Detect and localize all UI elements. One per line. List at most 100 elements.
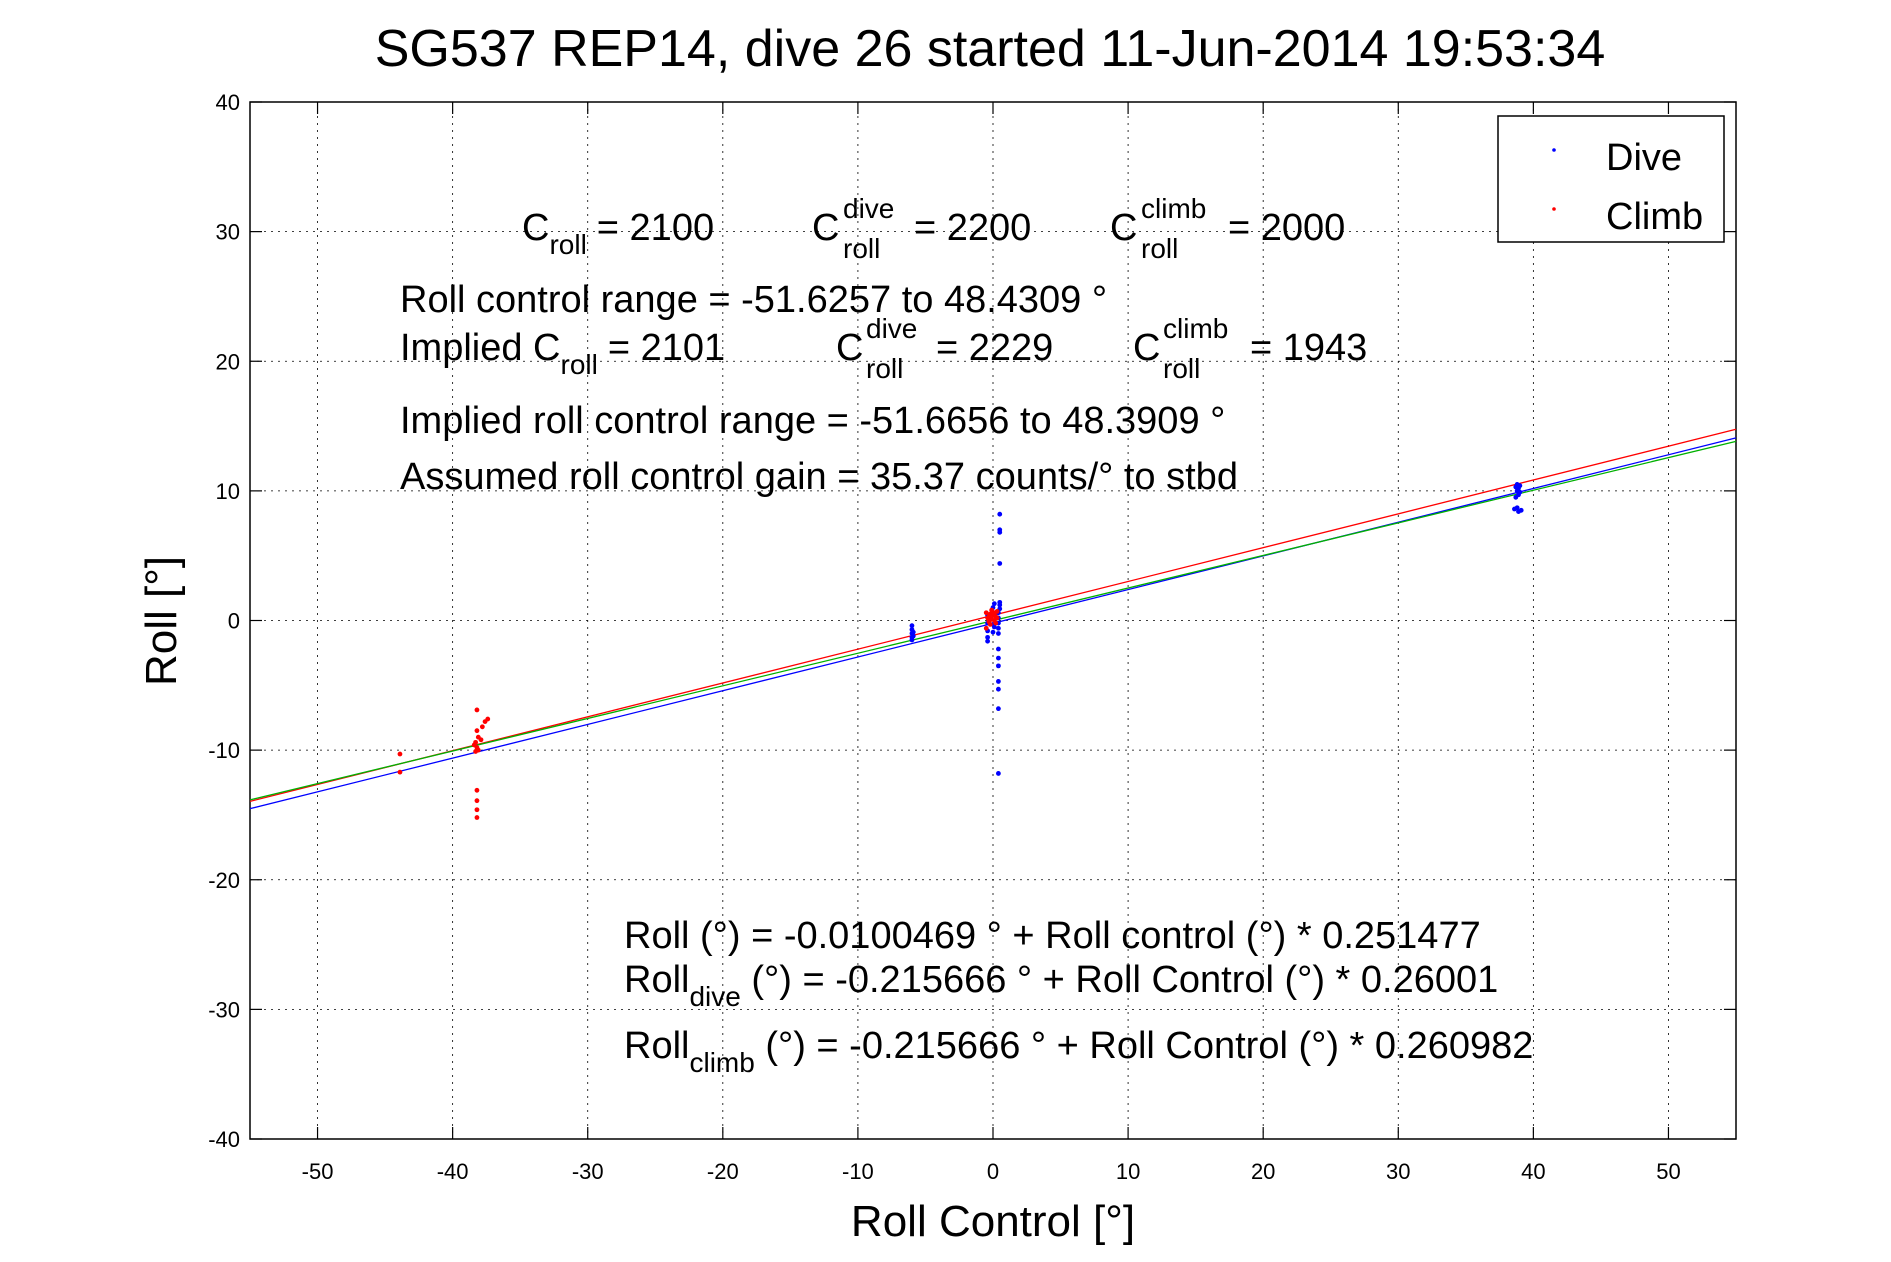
implied-c-dive-text: C — [836, 327, 863, 369]
data-point — [478, 737, 484, 743]
data-point — [1518, 507, 1524, 513]
data-point — [996, 663, 1001, 669]
y-tick-label: -20 — [208, 868, 240, 893]
data-point — [991, 624, 997, 630]
legend-climb-label: Climb — [1606, 196, 1703, 238]
legend-dive-marker — [1552, 148, 1556, 152]
data-point — [996, 686, 1001, 692]
y-tick-label: -10 — [208, 738, 240, 763]
y-axis-label: Roll [°] — [137, 556, 186, 686]
x-tick-label: -50 — [302, 1159, 334, 1184]
x-tick-label: 0 — [987, 1159, 999, 1184]
data-point — [983, 610, 989, 616]
c-climb-sup: climb — [1141, 193, 1206, 224]
data-point — [990, 629, 996, 635]
data-point — [997, 511, 1003, 517]
data-point — [910, 629, 916, 635]
data-point — [474, 815, 480, 820]
data-point — [983, 625, 989, 631]
implied-climb-val: = 1943 — [1250, 327, 1367, 369]
c-roll-climb-text: C — [1110, 207, 1137, 249]
data-point — [1514, 505, 1520, 511]
implied-c-climb-text: C — [1133, 327, 1160, 369]
data-point — [474, 807, 480, 813]
implied-c-values: Implied Croll = 2101 C dive roll = 2229 C… — [400, 313, 1367, 384]
c-dive-val: = 2200 — [914, 207, 1031, 249]
data-point — [474, 798, 480, 804]
data-point — [997, 602, 1003, 608]
c-dive-sup: dive — [843, 193, 894, 224]
data-point — [985, 634, 990, 640]
data-point — [473, 749, 479, 754]
y-tick-label: 30 — [216, 220, 240, 245]
legend-box — [1497, 115, 1725, 243]
data-point — [996, 771, 1001, 776]
x-tick-label: 50 — [1656, 1159, 1680, 1184]
implied-climb-sub: roll — [1163, 353, 1200, 384]
y-tick-label: -30 — [208, 997, 240, 1022]
x-tick-label: -10 — [842, 1159, 874, 1184]
x-tick-label: 10 — [1116, 1159, 1140, 1184]
implied-climb-sup: climb — [1163, 313, 1228, 344]
assumed-gain: Assumed roll control gain = 35.37 counts… — [400, 456, 1238, 498]
data-point — [985, 638, 990, 644]
data-point — [996, 655, 1001, 661]
y-tick-label: 40 — [216, 90, 240, 115]
data-point — [993, 620, 999, 626]
y-tick-label: -40 — [208, 1127, 240, 1152]
data-point — [485, 716, 491, 722]
data-point — [989, 607, 995, 613]
c-climb-val: = 2000 — [1228, 207, 1345, 249]
data-point — [474, 728, 480, 734]
data-point — [987, 621, 993, 627]
x-axis-label: Roll Control [°] — [851, 1197, 1135, 1246]
implied-c-text: Implied Croll = 2101 — [400, 327, 725, 380]
c-climb-sub: roll — [1141, 233, 1178, 264]
series-dive — [909, 481, 1524, 776]
data-point — [397, 751, 403, 757]
x-tick-label: -30 — [572, 1159, 604, 1184]
legend-dive-label: Dive — [1606, 137, 1682, 179]
x-tick-label: -40 — [437, 1159, 469, 1184]
data-point — [474, 787, 480, 793]
data-point — [397, 769, 403, 775]
data-point — [994, 609, 1000, 614]
legend-climb-marker — [1552, 207, 1556, 211]
implied-dive-sup: dive — [866, 313, 917, 344]
roll-control-range: Roll control range = -51.6257 to 48.4309… — [400, 279, 1107, 321]
data-point — [996, 625, 1001, 631]
data-point — [909, 623, 915, 629]
data-point — [996, 679, 1001, 684]
data-point — [997, 561, 1003, 566]
fit-equation-all: Roll (°) = -0.0100469 ° + Roll control (… — [624, 915, 1481, 957]
c-roll-text: Croll = 2100 — [522, 207, 714, 260]
x-tick-label: 40 — [1521, 1159, 1545, 1184]
data-point — [909, 637, 915, 643]
implied-dive-sub: roll — [866, 353, 903, 384]
data-point — [996, 646, 1001, 652]
data-point — [474, 707, 480, 713]
fit-equation-dive: Rolldive (°) = -0.215666 ° + Roll Contro… — [624, 959, 1498, 1012]
legend: Dive Climb — [1497, 115, 1725, 243]
implied-dive-val: = 2229 — [936, 327, 1053, 369]
x-tick-label: -20 — [707, 1159, 739, 1184]
x-tick-label: 30 — [1386, 1159, 1410, 1184]
y-tick-label: 20 — [216, 349, 240, 374]
data-point — [910, 633, 916, 639]
x-tick-label: 20 — [1251, 1159, 1275, 1184]
data-point — [996, 631, 1001, 636]
data-point — [1513, 494, 1519, 500]
data-point — [996, 706, 1001, 712]
implied-roll-control-range: Implied roll control range = -51.6656 to… — [400, 400, 1225, 442]
c-roll-dive-text: C — [812, 207, 839, 249]
data-point — [1517, 489, 1523, 495]
y-tick-label: 0 — [228, 609, 240, 634]
y-tick-label: 10 — [216, 479, 240, 504]
data-points — [397, 481, 1524, 820]
data-point — [991, 601, 997, 607]
data-point — [997, 529, 1003, 535]
c-roll-values: Croll = 2100 C dive roll = 2200 C climb r… — [522, 193, 1345, 264]
c-dive-sub: roll — [843, 233, 880, 264]
data-point — [1517, 483, 1523, 489]
